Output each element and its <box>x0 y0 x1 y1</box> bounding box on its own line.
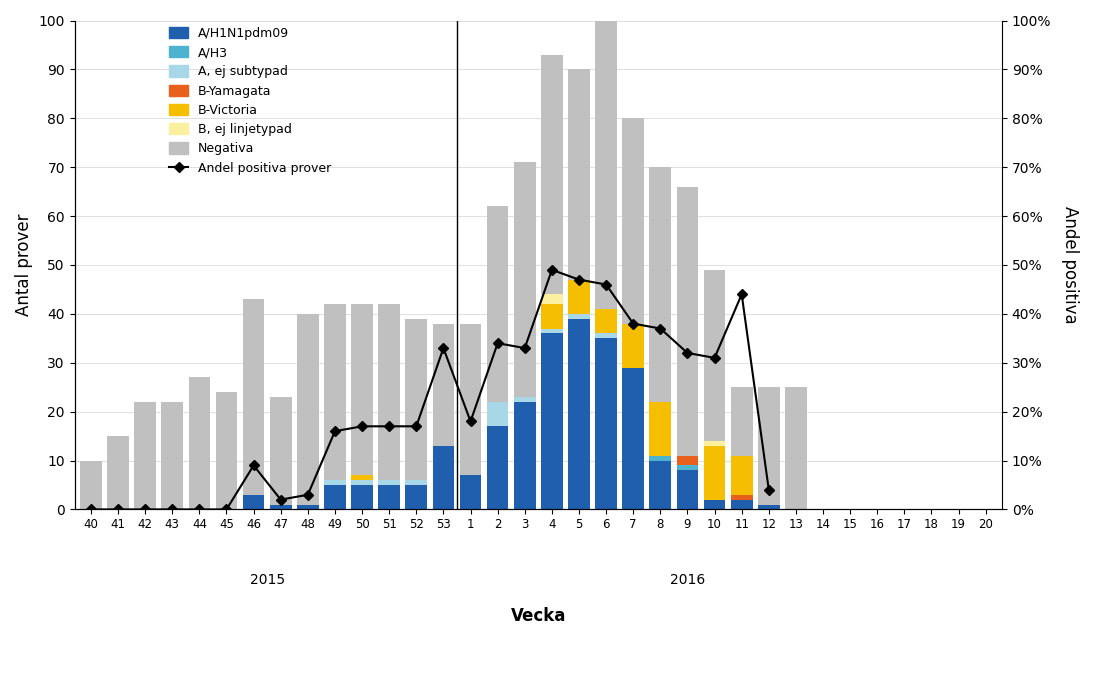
Bar <box>731 387 753 456</box>
Bar <box>487 426 509 510</box>
Bar <box>731 456 753 495</box>
Bar <box>406 319 427 480</box>
Bar <box>351 304 373 475</box>
Bar <box>622 118 644 324</box>
Bar <box>351 475 373 480</box>
Bar <box>542 329 562 333</box>
Bar <box>595 309 617 333</box>
Bar <box>296 505 318 510</box>
Bar <box>542 304 562 329</box>
Bar <box>243 495 265 510</box>
Bar <box>514 397 536 402</box>
Bar <box>270 397 292 505</box>
Bar <box>188 377 210 510</box>
Bar <box>296 314 318 505</box>
Bar <box>487 402 509 426</box>
Bar <box>650 402 672 456</box>
Bar <box>622 368 644 510</box>
Bar <box>459 324 481 475</box>
Bar <box>703 270 725 441</box>
Text: 2015: 2015 <box>249 573 284 587</box>
Bar <box>568 69 590 280</box>
Bar <box>351 485 373 510</box>
Bar <box>731 495 753 500</box>
Bar <box>595 333 617 338</box>
Bar <box>785 387 806 510</box>
Bar <box>703 446 725 500</box>
Bar <box>162 402 183 510</box>
Bar <box>676 466 698 470</box>
Bar <box>379 304 400 480</box>
Text: Vecka: Vecka <box>511 607 566 625</box>
Bar <box>135 402 156 510</box>
Bar <box>406 480 427 485</box>
Bar <box>542 55 562 294</box>
Bar <box>650 456 672 461</box>
Bar <box>595 20 617 309</box>
Bar <box>379 485 400 510</box>
Bar <box>324 480 346 485</box>
Bar <box>568 314 590 319</box>
Bar <box>432 446 454 510</box>
Bar <box>595 338 617 510</box>
Bar <box>758 387 780 505</box>
Bar <box>324 304 346 480</box>
Bar <box>758 505 780 510</box>
Bar <box>514 402 536 510</box>
Bar <box>650 167 672 402</box>
Bar <box>542 333 562 510</box>
Bar <box>514 162 536 397</box>
Bar <box>703 441 725 446</box>
Bar <box>487 206 509 402</box>
Bar <box>270 505 292 510</box>
Bar <box>731 500 753 510</box>
Bar <box>351 480 373 485</box>
Legend: A/H1N1pdm09, A/H3, A, ej subtypad, B-Yamagata, B-Victoria, B, ej linjetypad, Neg: A/H1N1pdm09, A/H3, A, ej subtypad, B-Yam… <box>164 22 336 180</box>
Text: 2016: 2016 <box>670 573 706 587</box>
Bar <box>703 500 725 510</box>
Bar <box>324 485 346 510</box>
Bar <box>542 294 562 304</box>
Bar <box>406 485 427 510</box>
Bar <box>432 324 454 446</box>
Bar <box>622 324 644 368</box>
Y-axis label: Andel positiva: Andel positiva <box>1061 206 1079 324</box>
Bar <box>243 299 265 495</box>
Bar <box>676 187 698 456</box>
Bar <box>459 475 481 510</box>
Bar <box>107 436 129 510</box>
Bar <box>676 470 698 510</box>
Y-axis label: Antal prover: Antal prover <box>15 214 33 316</box>
Bar <box>568 319 590 510</box>
Bar <box>80 461 102 510</box>
Bar <box>676 456 698 466</box>
Bar <box>650 461 672 510</box>
Bar <box>216 392 237 510</box>
Bar <box>568 280 590 314</box>
Bar <box>379 480 400 485</box>
